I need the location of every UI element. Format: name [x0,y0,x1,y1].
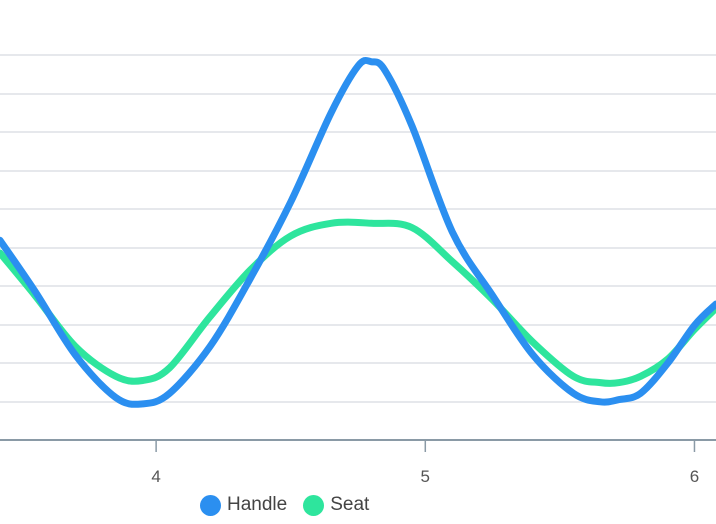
x-ticks: 4 5 6 [151,440,699,486]
gridlines [0,54,716,403]
legend-item-handle[interactable]: Handle [200,494,287,516]
legend-label: Handle [227,494,288,515]
x-tick-label: 5 [421,467,430,486]
series-line-seat [0,218,716,387]
x-tick-label: 4 [151,467,160,486]
x-tick-label: 6 [690,467,699,486]
series-layer [0,56,716,408]
legend: Handle Seat [200,494,385,516]
legend-item-seat[interactable]: Seat [303,494,369,516]
legend-label: Seat [330,494,370,515]
series-line-handle [0,56,716,408]
legend-marker-icon [303,494,325,516]
legend-marker-icon [200,494,221,516]
